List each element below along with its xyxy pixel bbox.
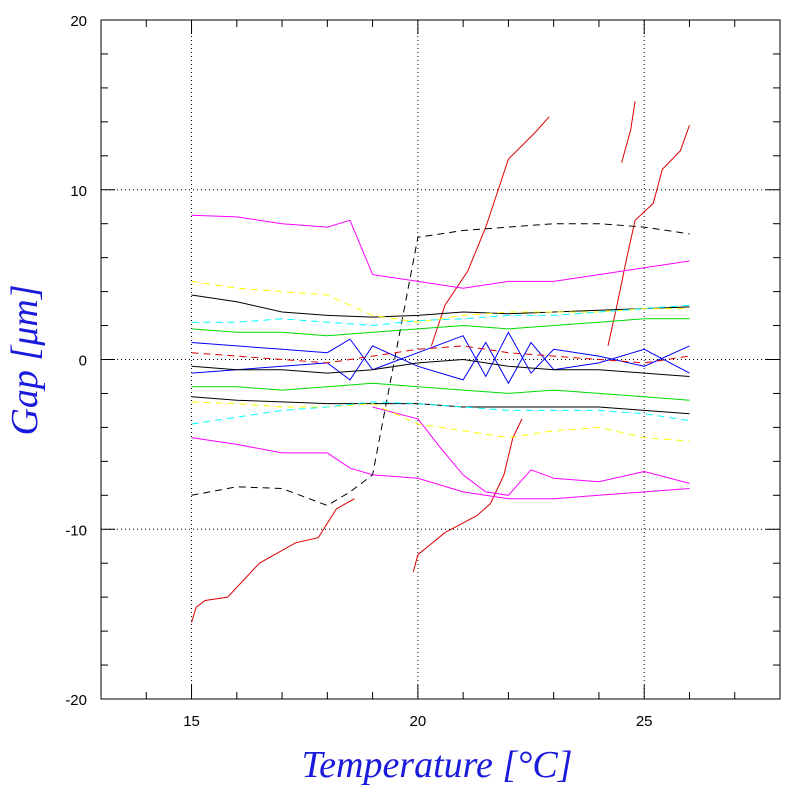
series-line — [607, 125, 690, 347]
series-line — [191, 401, 690, 442]
y-tick-label: 20 — [70, 13, 87, 30]
x-tick-label: 20 — [410, 713, 427, 730]
series-line — [191, 294, 690, 318]
y-tick-label: 0 — [79, 353, 87, 370]
series-line — [430, 116, 550, 347]
series-line — [191, 280, 690, 323]
series-line — [412, 418, 523, 572]
x-tick-label: 25 — [636, 713, 653, 730]
series-line — [191, 437, 690, 500]
series-line — [372, 406, 690, 496]
series-lines — [191, 101, 690, 623]
y-axis-title: Gap [μm] — [4, 284, 46, 435]
series-line — [191, 382, 690, 401]
series-line — [621, 101, 636, 163]
series-line — [191, 223, 690, 507]
y-tick-label: -10 — [65, 522, 87, 539]
series-line — [191, 341, 690, 385]
series-line — [191, 498, 355, 623]
axes — [100, 19, 781, 700]
x-axis-title: Temperature [°C] — [301, 744, 572, 786]
series-line — [191, 214, 690, 289]
series-line — [191, 358, 690, 377]
series-line — [191, 331, 690, 378]
x-tick-label: 15 — [183, 713, 200, 730]
series-line — [191, 396, 690, 415]
y-tick-label: 10 — [70, 183, 87, 200]
tick-labels: 15 20 25 20 10 0 -10 -20 — [65, 13, 652, 730]
y-tick-label: -20 — [65, 692, 87, 709]
series-line — [191, 318, 690, 337]
